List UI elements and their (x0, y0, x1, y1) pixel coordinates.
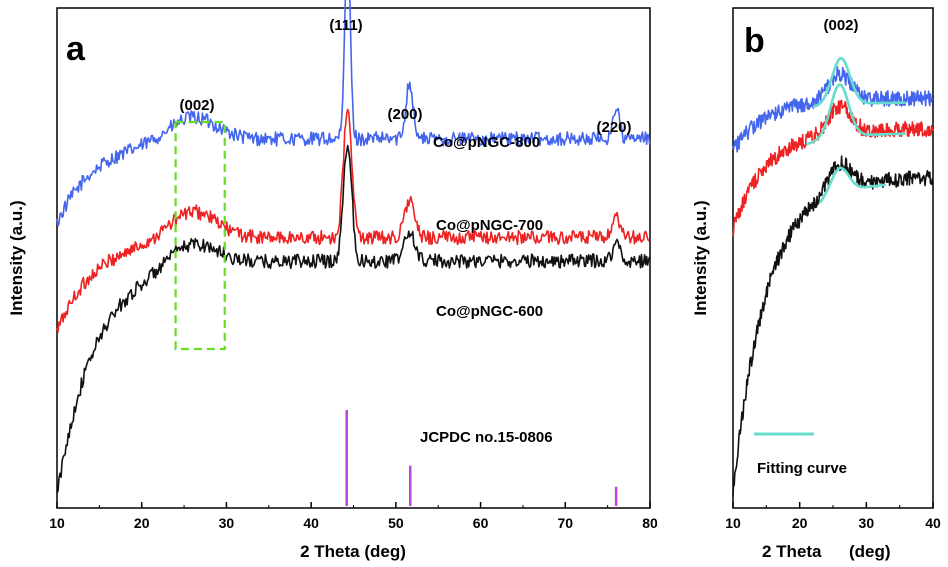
panel-a: 10 20 30 40 50 60 70 80 a (111) (200) (220) (00… (7, 0, 658, 561)
peak-label-002: (002) (179, 97, 214, 114)
peak-label-111: (111) (329, 17, 362, 34)
panel-b-fits (805, 56, 906, 204)
x-tick-label: 40 (925, 515, 941, 531)
series-label-600: Co@pNGC-600 (436, 303, 543, 320)
dashed-box (174, 120, 226, 351)
x-tick-label: 70 (557, 515, 573, 531)
panel-b-x-label-unit: (deg) (849, 542, 891, 561)
panel-b-y-label: Intensity (a.u.) (691, 200, 710, 315)
x-tick-label: 80 (642, 515, 658, 531)
panel-b-letter: b (744, 22, 765, 60)
x-tick-label: 10 (725, 515, 741, 531)
peak-label-220: (220) (596, 119, 631, 136)
reference-lines (345, 410, 618, 506)
fitting-curve-legend-label: Fitting curve (757, 460, 847, 477)
panel-b-x-ticks: 10 20 30 40 (725, 502, 941, 531)
fitting-curve (805, 83, 906, 146)
x-tick-label: 20 (792, 515, 808, 531)
peak-label-200: (200) (387, 106, 422, 123)
series-label-800: Co@pNGC-800 (433, 134, 540, 151)
panel-a-letter: a (66, 30, 86, 68)
x-tick-label: 20 (134, 515, 150, 531)
panel-a-x-ticks: 10 20 30 40 50 60 70 80 (49, 502, 658, 531)
fitting-curve (818, 166, 886, 204)
x-tick-label: 30 (859, 515, 875, 531)
panel-a-x-label: 2 Theta (deg) (300, 542, 406, 561)
x-tick-label: 30 (219, 515, 235, 531)
xrd-series-line (56, 144, 651, 494)
panel-b-peak-label-002: (002) (823, 17, 858, 34)
x-tick-label: 10 (49, 515, 65, 531)
xrd-series-line (56, 0, 651, 227)
highlight-box-002 (174, 120, 226, 351)
panel-b: 10 20 30 40 b (002) Fitting curve 2 Theta (… (691, 7, 941, 561)
x-tick-label: 50 (388, 515, 404, 531)
panel-b-series-line (732, 155, 934, 496)
x-tick-label: 60 (473, 515, 489, 531)
reference-label: JCPDC no.15-0806 (420, 429, 553, 446)
series-label-700: Co@pNGC-700 (436, 217, 543, 234)
panel-a-y-label: Intensity (a.u.) (7, 200, 26, 315)
xrd-series-line (56, 108, 651, 333)
x-tick-label: 40 (303, 515, 319, 531)
panel-a-series (56, 0, 651, 494)
panel-b-x-label: 2 Theta (762, 542, 822, 561)
fitting-curve (812, 56, 906, 109)
panel-b-series (732, 66, 934, 496)
panel-b-series-line (732, 66, 934, 153)
